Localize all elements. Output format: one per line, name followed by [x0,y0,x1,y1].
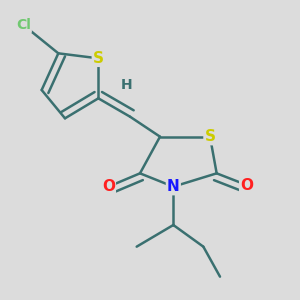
Text: H: H [121,78,133,92]
Text: O: O [102,179,115,194]
Text: Cl: Cl [16,18,31,32]
Text: S: S [93,51,104,66]
Text: N: N [167,179,180,194]
Text: S: S [205,129,215,144]
Text: O: O [240,178,253,193]
